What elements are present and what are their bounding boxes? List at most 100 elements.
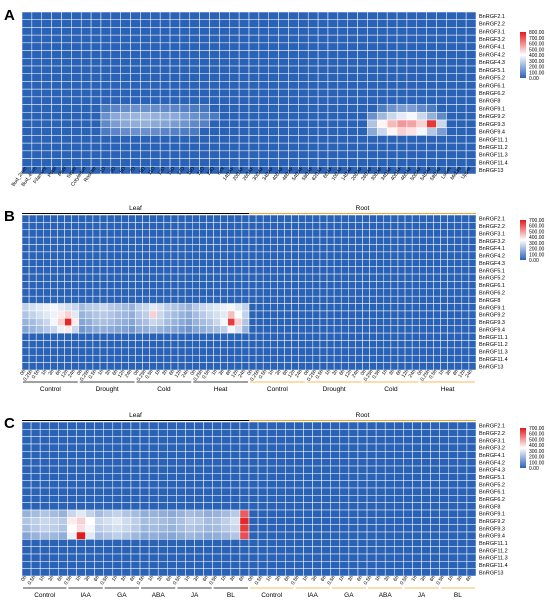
heatmap-cell — [262, 273, 271, 282]
heatmap-cell — [149, 325, 158, 334]
heatmap-cell — [189, 65, 200, 74]
heatmap-cell — [397, 295, 406, 304]
heatmap-cell — [71, 135, 82, 144]
heatmap-cell — [284, 295, 292, 304]
heatmap-cell — [30, 487, 41, 496]
heatmap-cell — [386, 104, 398, 113]
heatmap-cell — [394, 429, 404, 437]
heatmap-cell — [426, 42, 437, 51]
heatmap-cell — [203, 473, 213, 481]
heatmap-cell — [234, 236, 243, 245]
heatmap-cell — [179, 19, 191, 28]
heatmap-cell — [41, 73, 52, 82]
heatmap-cell — [312, 347, 321, 356]
heatmap-cell — [404, 354, 413, 363]
heatmap-cell — [229, 27, 240, 36]
heatmap-cell — [203, 443, 213, 452]
heatmap-cell — [468, 281, 477, 290]
heatmap-cell — [76, 429, 86, 437]
heatmap-cell — [30, 429, 41, 437]
colorbar-tick: 400.00 — [529, 235, 545, 241]
heatmap-cell — [167, 531, 177, 540]
heatmap-cell — [421, 546, 431, 555]
heatmap-cell — [106, 266, 115, 275]
heatmap-cell — [21, 27, 33, 36]
heatmap-cell — [333, 295, 342, 304]
heatmap-cell — [367, 73, 378, 82]
heatmap-cell — [219, 142, 230, 152]
heatmap-cell — [43, 251, 51, 260]
heatmap-cell — [85, 421, 95, 430]
heatmap-cell — [327, 58, 339, 67]
heatmap-cell — [112, 436, 123, 445]
heatmap-cell — [384, 539, 395, 547]
heatmap-cell — [28, 362, 37, 371]
heatmap-cell — [100, 50, 112, 59]
heatmap-cell — [185, 487, 195, 496]
heatmap-cell — [106, 229, 115, 238]
heatmap-cell — [103, 561, 114, 569]
heatmap-cell — [71, 288, 80, 297]
heatmap-cell — [340, 259, 349, 267]
heatmap-cell — [396, 119, 408, 128]
heatmap-cell — [21, 251, 30, 260]
heatmap-cell — [90, 50, 102, 59]
heatmap-cell — [39, 451, 50, 459]
heatmap-cell — [446, 119, 457, 128]
heatmap-cell — [305, 288, 314, 297]
heatmap-cell — [199, 73, 210, 82]
heatmap-cell — [390, 318, 399, 326]
heatmap-cell — [357, 458, 368, 467]
row-label: BnRGF9.1 — [479, 305, 505, 311]
heatmap-cell — [206, 222, 214, 231]
heatmap-cell — [419, 244, 427, 253]
heatmap-cell — [327, 11, 339, 20]
heatmap-panel-b: B Leaf RootBnRGF2.1BnRGF2.2BnRGF3.1BnRGF3.… — [4, 205, 545, 393]
heatmap-cells — [21, 421, 477, 577]
column-label: 6h — [465, 575, 473, 583]
heatmap-cell — [348, 443, 359, 452]
heatmap-cell — [99, 295, 108, 304]
column-label: 12h — [60, 369, 70, 379]
heatmap-cell — [465, 166, 477, 175]
heatmap-cell — [390, 332, 399, 341]
heatmap-cell — [262, 318, 271, 326]
heatmap-cell — [58, 524, 68, 533]
row-label: BnRGF5.2 — [479, 276, 505, 282]
heatmap-cell — [121, 458, 132, 467]
heatmap-cell — [199, 50, 210, 59]
heatmap-cell — [209, 42, 220, 51]
heatmap-cell — [404, 362, 413, 371]
heatmap-cell — [192, 244, 200, 253]
heatmap-cell — [167, 539, 177, 547]
heatmap-cell — [57, 303, 65, 312]
heatmap-cell — [148, 421, 159, 430]
heatmap-cell — [348, 517, 359, 525]
heatmap-cell — [416, 142, 427, 152]
heatmap-cell — [421, 458, 431, 467]
heatmap-cell — [448, 524, 459, 533]
heatmap-cell — [230, 473, 241, 481]
heatmap-cell — [229, 127, 240, 136]
heatmap-cell — [384, 531, 395, 540]
heatmap-cell — [457, 429, 468, 437]
heatmap-cell — [206, 273, 214, 282]
heatmap-cell — [278, 50, 289, 59]
heatmap-cell — [238, 158, 250, 167]
heatmap-cell — [266, 546, 277, 555]
heatmap-cell — [266, 531, 277, 540]
heatmap-cell — [149, 303, 158, 312]
heatmap-cell — [121, 214, 129, 223]
heatmap-cell — [457, 480, 468, 489]
heatmap-cell — [416, 42, 427, 51]
heatmap-cell — [76, 546, 86, 555]
heatmap-cell — [239, 429, 250, 437]
heatmap-cell — [348, 310, 356, 319]
heatmap-cell — [456, 88, 467, 98]
heatmap-cell — [35, 325, 44, 334]
heatmap-cell — [192, 303, 200, 312]
column-label: 0.5h — [136, 575, 147, 587]
heatmap-cell — [199, 96, 210, 105]
column-label: 21D — [196, 165, 206, 176]
heatmap-cell — [184, 347, 193, 356]
